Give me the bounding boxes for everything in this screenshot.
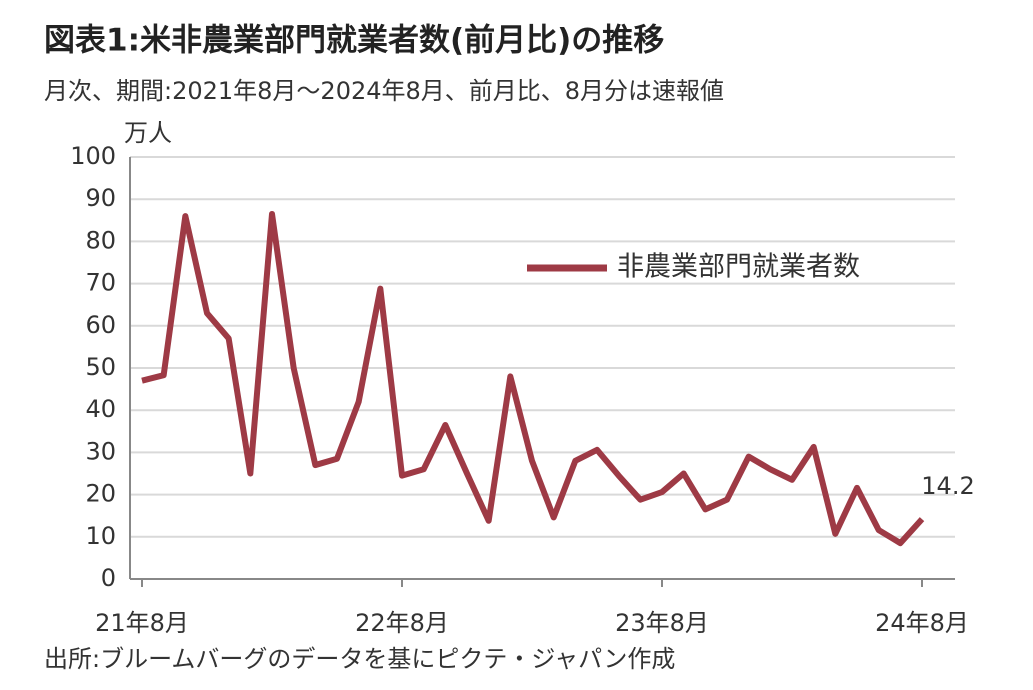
x-tick-label: 24年8月 — [875, 609, 969, 637]
y-tick-label: 80 — [85, 226, 116, 254]
data-line — [141, 210, 925, 547]
y-tick-label: 70 — [85, 269, 116, 297]
y-tick-label: 60 — [85, 311, 116, 339]
y-tick-label: 90 — [85, 184, 116, 212]
data-label: 14.2 — [921, 472, 974, 500]
x-tick-label: 23年8月 — [615, 609, 709, 637]
y-tick-label: 50 — [85, 353, 116, 381]
y-tick-label: 30 — [85, 437, 116, 465]
x-tick-label: 22年8月 — [355, 609, 449, 637]
y-tick-label: 20 — [85, 480, 116, 508]
y-tick-label: 40 — [85, 395, 116, 423]
source-note: 出所:ブルームバーグのデータを基にピクテ・ジャパン作成 — [44, 645, 675, 673]
y-tick-label: 10 — [85, 522, 116, 550]
x-tick-label: 21年8月 — [95, 609, 189, 637]
y-tick-label: 100 — [70, 142, 116, 170]
chart-subtitle: 月次、期間:2021年8月～2024年8月、前月比、8月分は速報値 — [44, 77, 724, 105]
y-axis-unit: 万人 — [124, 119, 172, 147]
chart-title: 図表1:米非農業部門就業者数(前月比)の推移 — [44, 23, 664, 59]
y-tick-label: 0 — [101, 564, 116, 592]
legend-label: 非農業部門就業者数 — [617, 252, 860, 283]
